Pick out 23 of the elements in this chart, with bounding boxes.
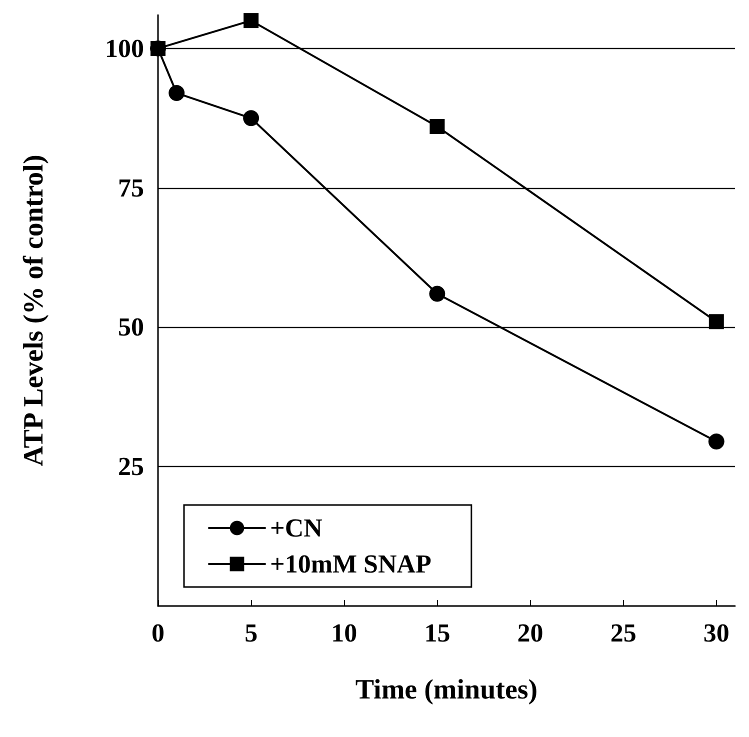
y-tick-label: 100 [105,34,144,63]
x-tick-label: 30 [703,618,730,648]
point [244,13,259,28]
point [430,119,445,134]
point [429,286,446,302]
point [708,434,724,450]
point [150,40,166,56]
point [168,85,185,102]
legend-label: +10mM SNAP [270,550,432,578]
x-tick-label: 0 [152,618,164,648]
x-tick-label: 25 [610,618,636,648]
x-tick-label: 10 [331,618,358,648]
y-tick-label: 75 [118,173,144,202]
y-tick-label: 50 [118,312,144,342]
point [708,314,724,330]
x-tick-label: 20 [517,618,544,648]
legend-label: +CN [270,514,323,542]
x-axis-title: Time (minutes) [355,674,538,706]
x-tick-label: 15 [424,618,450,648]
x-tick-label: 5 [244,618,258,648]
point [243,110,260,126]
y-axis-title: ATP Levels (% of control) [18,154,50,466]
y-tick-label: 25 [118,452,144,482]
